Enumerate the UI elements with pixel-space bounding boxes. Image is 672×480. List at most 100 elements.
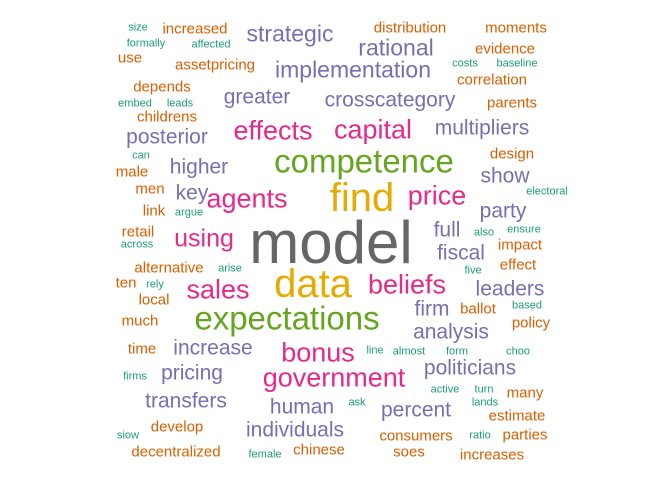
- word-consumers: consumers: [379, 427, 453, 445]
- word-arise: arise: [218, 262, 242, 275]
- word-siow: siow: [116, 429, 140, 442]
- word-capital: capital: [333, 114, 413, 145]
- word-ensure: ensure: [507, 223, 541, 236]
- word-size: size: [128, 21, 148, 34]
- word-rational: rational: [358, 34, 434, 61]
- word-lands: lands: [471, 396, 499, 409]
- word-percent: percent: [380, 398, 452, 422]
- word-posterior: posterior: [126, 125, 208, 149]
- word-design: design: [489, 145, 535, 163]
- word-politicians: politicians: [423, 356, 517, 380]
- word-assetpricing: assetpricing: [174, 56, 256, 74]
- word-parents: parents: [486, 94, 538, 112]
- word-costs: costs: [452, 57, 478, 70]
- word-five: five: [464, 264, 482, 277]
- word-affected: affected: [191, 38, 231, 51]
- word-data: data: [274, 262, 352, 306]
- word-key: key: [175, 181, 209, 205]
- word-depends: depends: [133, 78, 191, 96]
- word-fiscal: fiscal: [437, 241, 485, 265]
- word-leads: leads: [166, 97, 194, 110]
- word-also: also: [473, 226, 495, 239]
- word-use: use: [117, 49, 143, 67]
- word-find: find: [329, 176, 395, 220]
- word-men: men: [135, 180, 165, 198]
- word-price: price: [407, 180, 467, 211]
- word-local: local: [138, 291, 170, 309]
- word-party: party: [479, 199, 527, 223]
- word-almost: almost: [392, 345, 426, 358]
- word-show: show: [480, 164, 530, 188]
- word-sales: sales: [186, 274, 250, 305]
- word-effects: effects: [233, 115, 313, 146]
- word-model: model: [249, 209, 413, 276]
- word-based: based: [512, 299, 542, 312]
- word-many: many: [506, 384, 544, 402]
- word-decentralized: decentralized: [131, 443, 221, 461]
- word-using: using: [174, 224, 234, 253]
- word-ballot: ballot: [460, 300, 496, 318]
- word-strategic: strategic: [246, 20, 334, 47]
- word-increases: increases: [459, 446, 525, 464]
- word-crosscategory: crosscategory: [324, 88, 456, 112]
- word-electoral: electoral: [526, 185, 568, 198]
- word-distribution: distribution: [373, 19, 447, 37]
- word-childrens: childrens: [136, 108, 198, 126]
- word-evidence: evidence: [474, 40, 536, 58]
- word-moments: moments: [485, 19, 547, 37]
- word-increase: increase: [173, 336, 253, 360]
- word-choo: choo: [506, 345, 530, 358]
- word-pricing: pricing: [161, 361, 223, 385]
- word-across: across: [120, 238, 154, 251]
- word-effect: effect: [499, 256, 537, 274]
- word-multipliers: multipliers: [434, 116, 530, 140]
- word-ratio: ratio: [469, 429, 491, 442]
- word-formally: formally: [126, 37, 166, 50]
- word-parties: parties: [502, 426, 548, 444]
- word-agents: agents: [206, 183, 288, 214]
- word-government: government: [262, 362, 406, 393]
- word-time: time: [127, 340, 157, 358]
- word-estimate: estimate: [488, 407, 546, 425]
- word-implementation: implementation: [275, 56, 431, 83]
- word-bonus: bonus: [281, 337, 355, 368]
- word-embed: embed: [118, 97, 152, 110]
- word-beliefs: beliefs: [367, 269, 447, 300]
- word-human: human: [269, 395, 335, 419]
- word-soes: soes: [393, 443, 425, 461]
- word-baseline: baseline: [496, 57, 538, 70]
- word-ten: ten: [115, 274, 137, 292]
- word-link: link: [142, 202, 166, 220]
- word-competence: competence: [274, 142, 454, 180]
- word-transfers: transfers: [145, 389, 227, 413]
- word-increased: increased: [162, 20, 228, 38]
- word-higher: higher: [169, 155, 229, 179]
- word-greater: greater: [223, 85, 291, 109]
- word-ask: ask: [348, 396, 366, 409]
- word-much: much: [121, 312, 159, 330]
- word-full: full: [433, 218, 461, 242]
- word-alternative: alternative: [134, 259, 204, 277]
- word-turn: turn: [474, 383, 494, 396]
- word-individuals: individuals: [245, 418, 345, 442]
- word-expectations: expectations: [194, 299, 380, 337]
- word-male: male: [115, 163, 149, 181]
- word-leaders: leaders: [475, 277, 545, 301]
- word-form: form: [446, 345, 468, 358]
- word-retail: retail: [121, 223, 155, 241]
- word-line: line: [366, 344, 384, 357]
- word-rely: rely: [146, 278, 164, 291]
- word-correlation: correlation: [456, 71, 528, 89]
- word-chinese: chinese: [293, 441, 345, 459]
- word-policy: policy: [511, 314, 551, 332]
- word-argue: argue: [174, 206, 204, 219]
- word-female: female: [248, 448, 282, 461]
- word-impact: impact: [497, 236, 543, 254]
- word-active: active: [430, 383, 460, 396]
- word-develop: develop: [150, 418, 204, 436]
- word-firms: firms: [123, 370, 147, 383]
- word-can: can: [132, 149, 150, 162]
- word-analysis: analysis: [413, 320, 489, 344]
- word-firm: firm: [414, 297, 450, 321]
